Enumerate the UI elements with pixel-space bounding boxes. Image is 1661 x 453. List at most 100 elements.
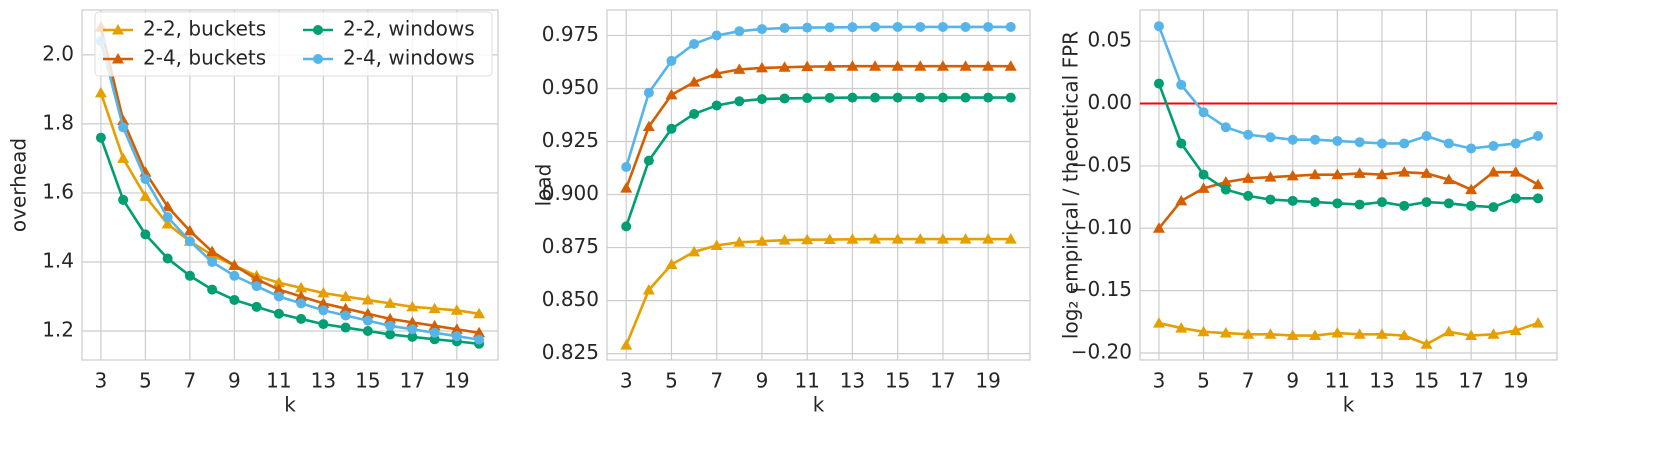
data-point	[1219, 176, 1232, 187]
data-point	[802, 22, 813, 33]
data-point	[960, 21, 971, 32]
data-point	[959, 60, 972, 71]
data-point	[1532, 178, 1545, 190]
data-point	[734, 96, 745, 107]
data-point	[959, 233, 972, 244]
data-point	[450, 304, 463, 315]
data-point	[296, 298, 307, 309]
data-point	[207, 256, 218, 267]
data-point	[1242, 172, 1255, 183]
data-point	[1488, 202, 1499, 213]
data-point	[184, 270, 195, 281]
data-point	[295, 281, 308, 293]
data-point	[1175, 194, 1188, 206]
data-point	[1398, 329, 1411, 341]
y-tick-label: 1.4	[42, 248, 74, 272]
data-point	[1399, 138, 1410, 149]
y-tick-label: 1.2	[42, 318, 74, 342]
x-tick-label: 13	[311, 369, 336, 393]
data-point	[450, 323, 463, 334]
data-point	[1398, 166, 1411, 177]
data-point	[756, 94, 767, 105]
data-point	[1265, 194, 1276, 205]
data-point	[1354, 199, 1365, 210]
data-point	[317, 287, 330, 298]
x-tick-label: 5	[665, 369, 678, 393]
data-point	[665, 88, 678, 100]
y-tick-label: 0.975	[542, 22, 599, 46]
data-point	[1176, 79, 1187, 90]
data-point	[983, 21, 994, 32]
data-point	[162, 253, 173, 264]
data-point	[1465, 329, 1478, 341]
x-axis-label: k	[1343, 393, 1355, 417]
data-point	[473, 307, 486, 319]
data-point	[385, 329, 396, 340]
x-tick-label: 17	[1458, 369, 1483, 393]
data-point	[385, 320, 396, 331]
data-point	[406, 300, 419, 312]
data-point	[251, 281, 262, 292]
data-point	[1198, 107, 1209, 118]
x-axis-label: k	[813, 393, 825, 417]
x-tick-label: 3	[1153, 369, 1166, 393]
data-point	[734, 26, 745, 37]
data-point	[1353, 328, 1366, 339]
data-point	[960, 92, 971, 103]
y-tick-label: 0.925	[542, 128, 599, 152]
data-point	[779, 23, 790, 34]
data-point	[94, 86, 107, 98]
data-point	[755, 235, 768, 246]
data-point	[1243, 129, 1254, 140]
data-point	[161, 218, 174, 229]
data-point	[1152, 222, 1165, 233]
y-tick-label: −0.15	[1071, 277, 1132, 301]
data-point	[361, 293, 374, 305]
y-axis-label: overhead	[7, 138, 31, 232]
data-point	[1153, 78, 1164, 89]
x-tick-label: 17	[930, 369, 955, 393]
y-tick-label: −0.05	[1071, 152, 1132, 176]
data-point	[117, 114, 130, 125]
x-tick-label: 19	[975, 369, 1000, 393]
data-point	[824, 22, 835, 33]
data-point	[1287, 195, 1298, 206]
data-point	[429, 327, 440, 338]
data-point	[711, 30, 722, 41]
data-point	[428, 319, 441, 331]
data-point	[710, 67, 723, 79]
data-point	[983, 92, 994, 103]
data-point	[407, 331, 418, 342]
data-point	[915, 92, 926, 103]
data-point	[1533, 193, 1544, 204]
data-point	[846, 233, 859, 244]
x-tick-label: 5	[1197, 369, 1210, 393]
data-point	[1353, 167, 1366, 178]
y-tick-label: 0.900	[542, 181, 599, 205]
data-point	[406, 316, 419, 327]
data-point	[140, 174, 151, 185]
data-point	[117, 152, 130, 163]
data-point	[1287, 134, 1298, 145]
data-point	[936, 233, 949, 244]
data-point	[1198, 169, 1209, 180]
data-point	[869, 60, 882, 71]
data-point	[1509, 324, 1522, 336]
data-point	[184, 236, 195, 247]
data-point	[892, 92, 903, 103]
x-tick-label: 13	[840, 369, 865, 393]
data-point	[733, 63, 746, 74]
legend-marker	[112, 24, 124, 35]
legend-marker	[313, 54, 323, 64]
data-point	[936, 60, 949, 71]
data-point	[207, 284, 218, 295]
data-point	[666, 123, 677, 134]
data-point	[620, 339, 633, 350]
data-point	[665, 258, 678, 270]
data-point	[688, 76, 701, 87]
data-point	[1310, 134, 1321, 145]
y-tick-label: −0.20	[1071, 340, 1132, 364]
data-point	[1376, 197, 1387, 208]
data-point	[1487, 328, 1500, 339]
data-point	[982, 233, 995, 244]
